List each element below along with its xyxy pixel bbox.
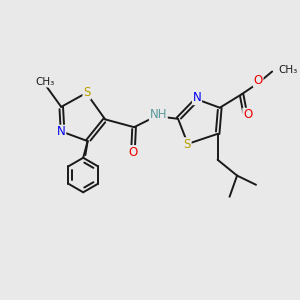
Text: S: S [83, 86, 91, 99]
Text: O: O [254, 74, 263, 87]
Text: N: N [193, 92, 201, 104]
Text: O: O [243, 108, 252, 122]
Text: CH₃: CH₃ [35, 77, 54, 87]
Text: N: N [57, 125, 66, 138]
Text: NH: NH [150, 108, 167, 121]
Text: O: O [128, 146, 138, 159]
Text: CH₃: CH₃ [278, 65, 298, 75]
Text: S: S [184, 138, 191, 151]
